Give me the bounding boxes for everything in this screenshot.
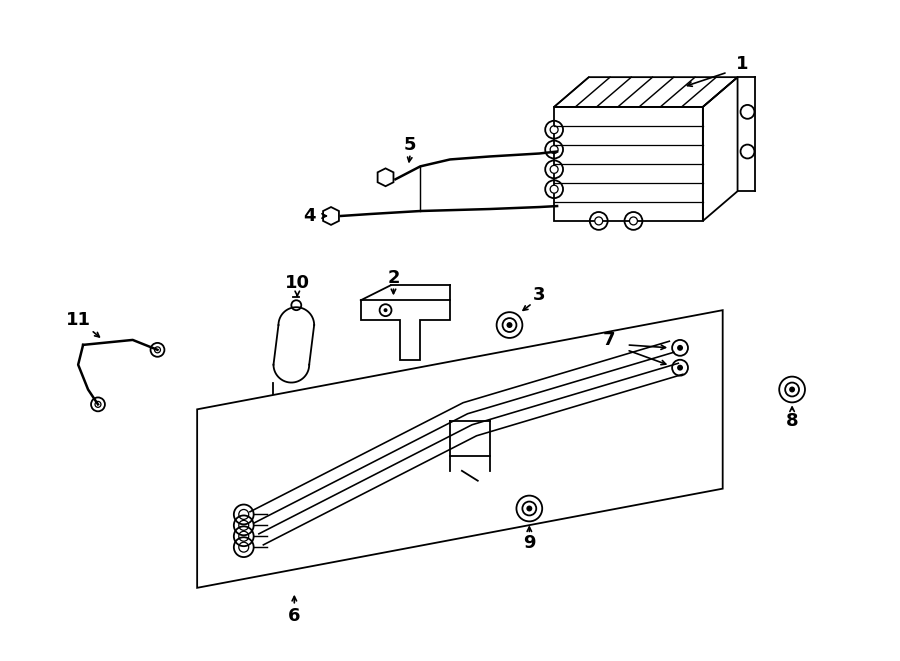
Text: 11: 11 xyxy=(66,311,91,329)
Circle shape xyxy=(629,217,637,225)
Circle shape xyxy=(526,506,532,512)
Circle shape xyxy=(383,308,388,312)
Text: 10: 10 xyxy=(284,274,310,292)
Text: 5: 5 xyxy=(404,136,417,153)
Circle shape xyxy=(677,345,683,351)
Text: 2: 2 xyxy=(387,270,400,288)
Text: 3: 3 xyxy=(533,286,545,304)
Text: 7: 7 xyxy=(602,331,615,349)
Circle shape xyxy=(789,387,795,393)
Text: 4: 4 xyxy=(303,207,315,225)
Circle shape xyxy=(595,217,603,225)
Circle shape xyxy=(677,365,683,371)
Text: 8: 8 xyxy=(786,412,798,430)
Text: 9: 9 xyxy=(523,534,536,552)
Circle shape xyxy=(507,322,512,328)
Text: 6: 6 xyxy=(288,607,301,625)
Text: 1: 1 xyxy=(736,56,749,73)
Circle shape xyxy=(550,126,558,134)
Circle shape xyxy=(550,185,558,193)
Circle shape xyxy=(550,165,558,173)
Circle shape xyxy=(550,145,558,153)
